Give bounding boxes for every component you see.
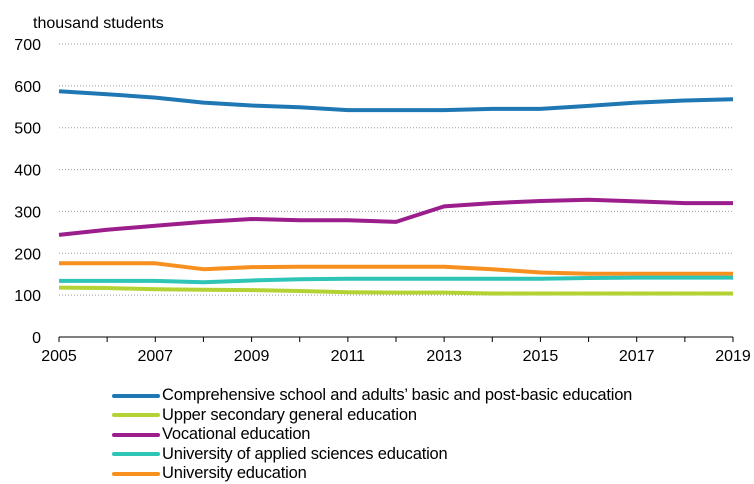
- series-line-2: [58, 197, 733, 237]
- legend-label: Upper secondary general education: [162, 405, 417, 424]
- x-tick-label: 2009: [234, 348, 270, 365]
- legend-swatch: [112, 432, 160, 437]
- x-tick-label: 2005: [41, 348, 77, 365]
- legend-item: Comprehensive school and adults’ basic a…: [112, 386, 752, 406]
- legend-swatch: [112, 452, 160, 457]
- line-chart: thousand students 0 100 200 300 400 500 600 700…: [14, 15, 751, 365]
- legend-item: Upper secondary general education: [112, 406, 752, 426]
- y-tick-label: 100: [14, 288, 41, 305]
- legend-swatch: [112, 413, 160, 418]
- x-tick-label: 2011: [331, 348, 366, 365]
- y-axis-ticks: 0 100 200 300 400 500 600 700: [14, 37, 41, 347]
- y-tick-label: 400: [14, 163, 41, 180]
- x-axis-ticks: 2005 2007 2009 2011 2013 2015 2017 2019: [41, 337, 751, 365]
- legend-label: Comprehensive school and adults’ basic a…: [162, 386, 633, 405]
- y-tick-label: 0: [32, 330, 41, 347]
- series-line-3: [59, 275, 733, 285]
- series-line-0: [58, 89, 734, 113]
- x-tick-label: 2015: [523, 348, 559, 365]
- legend-label: Vocational education: [162, 425, 311, 444]
- x-tick-label: 2013: [426, 348, 462, 365]
- legend-label: University education: [162, 464, 307, 483]
- y-tick-label: 300: [14, 204, 41, 221]
- series-lines: [58, 89, 734, 296]
- y-tick-label: 600: [14, 79, 41, 96]
- legend-item: University of applied sciences education: [112, 445, 752, 465]
- series-line-4: [59, 261, 733, 276]
- series-line-1: [58, 285, 733, 296]
- legend: Comprehensive school and adults’ basic a…: [112, 386, 752, 484]
- legend-swatch: [112, 471, 160, 476]
- x-tick-label: 2017: [619, 348, 655, 365]
- x-tick-label: 2019: [715, 348, 751, 365]
- y-tick-label: 200: [14, 246, 41, 263]
- y-tick-label: 700: [14, 37, 41, 54]
- legend-label: University of applied sciences education: [162, 444, 448, 463]
- legend-swatch: [112, 393, 160, 398]
- legend-item: University education: [112, 464, 752, 484]
- x-tick-label: 2007: [137, 348, 173, 365]
- y-axis-unit-label: thousand students: [33, 15, 164, 32]
- legend-item: Vocational education: [112, 425, 752, 445]
- y-tick-label: 500: [14, 121, 41, 138]
